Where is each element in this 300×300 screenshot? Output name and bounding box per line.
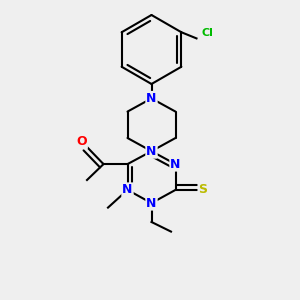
Text: N: N [146,92,157,105]
Text: N: N [146,145,157,158]
Text: O: O [76,135,87,148]
Text: N: N [146,196,157,210]
Text: S: S [199,183,208,196]
Text: N: N [170,158,181,171]
Text: Cl: Cl [201,28,213,38]
Text: N: N [122,183,133,196]
